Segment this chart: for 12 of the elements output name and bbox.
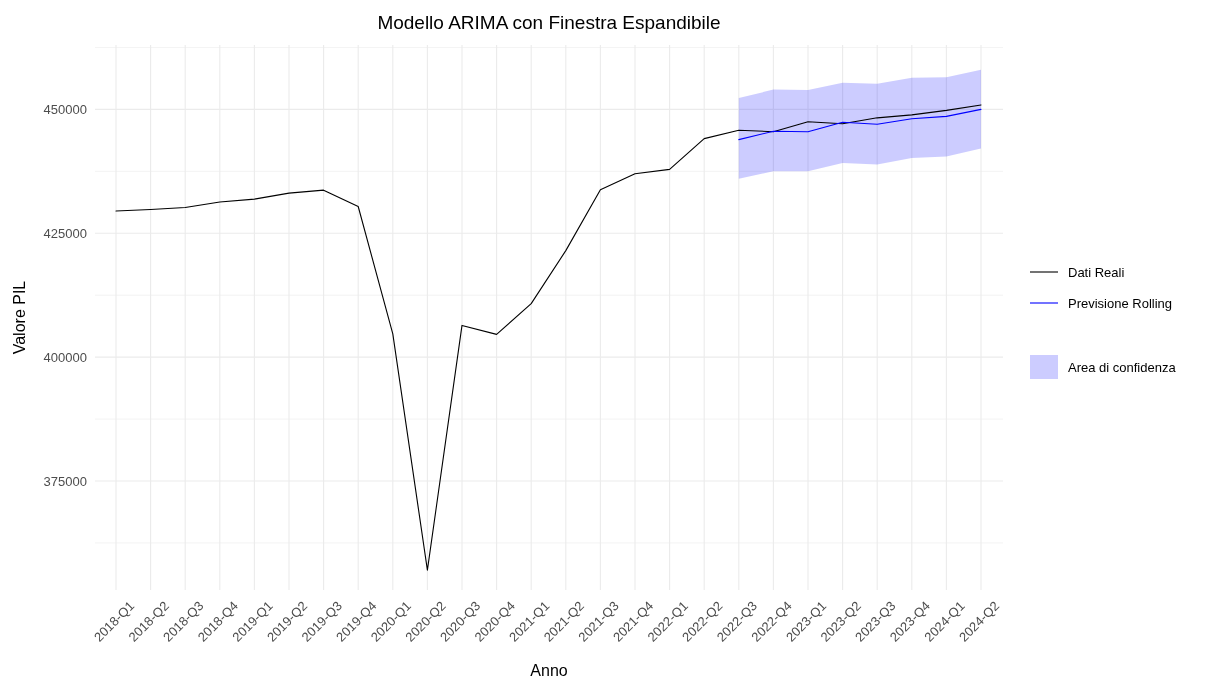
y-tick-label: 400000 <box>43 349 87 365</box>
y-tick-label: 450000 <box>43 102 87 118</box>
y-axis-title: Valore PIL <box>11 280 28 355</box>
y-tick-label: 375000 <box>43 473 87 489</box>
line-series <box>115 104 982 571</box>
chart-title: Modello ARIMA con Finestra Espandibile <box>377 12 721 33</box>
legend-label: Dati Reali <box>1068 264 1125 280</box>
x-axis-title: Anno <box>530 662 568 679</box>
y-tick-label: 425000 <box>43 225 87 241</box>
line-series <box>738 108 982 141</box>
text: Area di confidenza <box>1068 359 1177 375</box>
legend-label: Previsione Rolling <box>1068 295 1173 311</box>
